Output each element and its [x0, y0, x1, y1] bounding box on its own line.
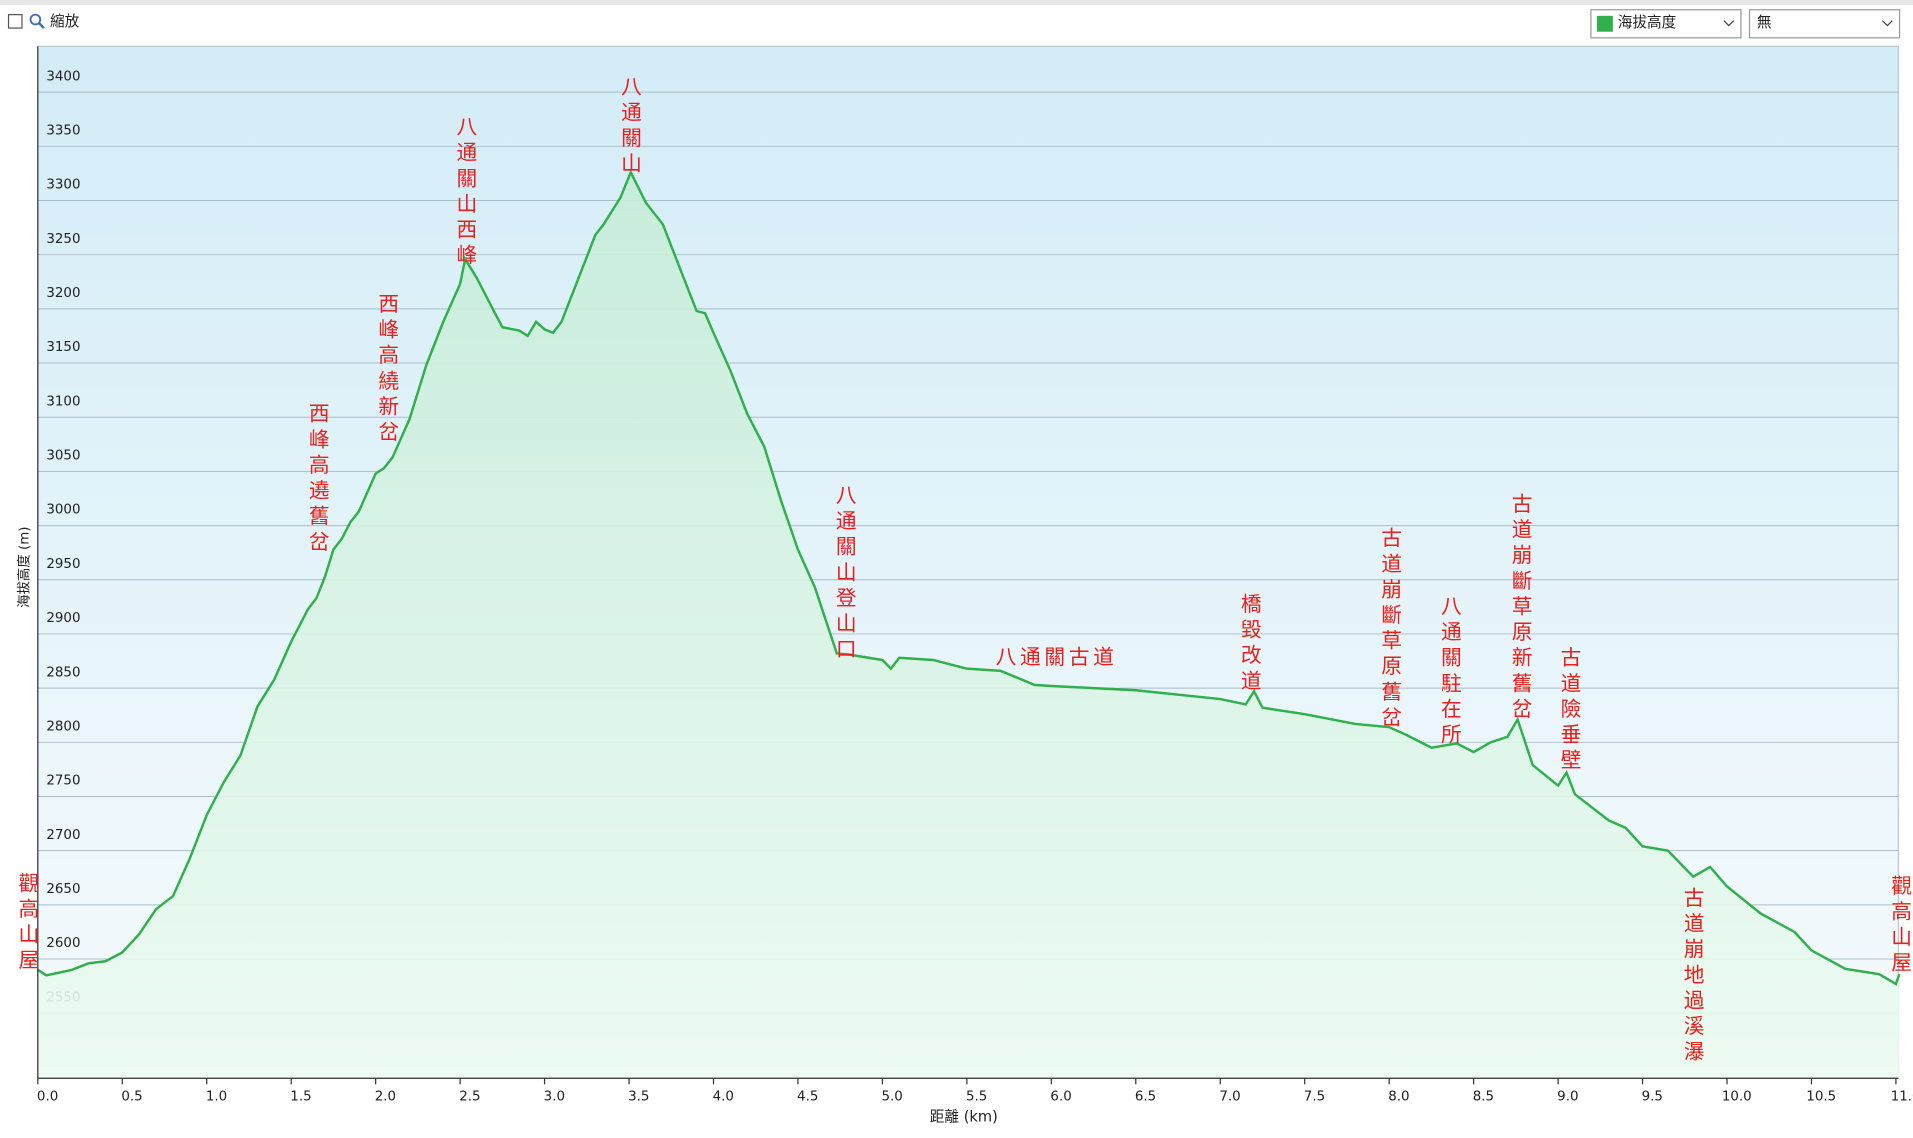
magnifier-icon — [38, 22, 45, 29]
x-tick-label: 4.0 — [713, 1090, 734, 1105]
elevation-area — [37, 172, 1900, 1079]
x-tick-label: 11.0 — [1891, 1090, 1913, 1105]
annotation: 觀高山屋 — [1888, 875, 1912, 977]
x-tick-label: 7.5 — [1304, 1090, 1325, 1105]
x-tick-label: 0.0 — [37, 1090, 58, 1105]
y-tick-label: 2850 — [46, 665, 80, 680]
series-swatch — [1597, 15, 1613, 32]
dropdown-arrow — [1723, 20, 1735, 27]
y-tick-label: 2800 — [46, 719, 80, 734]
y-tick-label: 2750 — [46, 774, 80, 789]
annotation: 八通關古道 — [996, 645, 1118, 669]
x-tick-label: 4.5 — [797, 1090, 818, 1105]
y-tick-label: 3000 — [46, 503, 80, 518]
annotation: 西峰高遶舊岔 — [305, 403, 329, 557]
y-tick-label: 3400 — [46, 69, 80, 84]
dropdown-arrow — [1882, 20, 1893, 27]
y-tick-label: 3200 — [46, 286, 80, 301]
x-tick-label: 6.0 — [1050, 1090, 1071, 1105]
x-tick-label: 6.5 — [1135, 1090, 1156, 1105]
x-tick-label: 3.5 — [628, 1090, 649, 1105]
y-axis-label: 海拔高度 (m) — [15, 526, 32, 607]
annotation: 觀高山屋 — [15, 872, 39, 974]
series-dropdown[interactable] — [1590, 9, 1742, 39]
annotation: 西峰高繞新岔 — [375, 293, 399, 447]
x-tick-label: 0.5 — [121, 1090, 142, 1105]
secondary-dropdown[interactable] — [1748, 9, 1901, 39]
x-tick-label: 1.0 — [206, 1090, 227, 1105]
x-tick-label: 8.0 — [1388, 1090, 1409, 1105]
y-tick-label: 2600 — [46, 936, 80, 951]
annotation: 八通關山登山口 — [832, 484, 856, 663]
zoom-label[interactable]: 縮放 — [50, 13, 80, 30]
y-tick-label: 3250 — [46, 232, 80, 247]
secondary-dropdown-label[interactable]: 無 — [1757, 14, 1772, 31]
x-axis-label: 距離 (km) — [930, 1107, 998, 1125]
annotation: 橋毀改道 — [1237, 593, 1261, 695]
y-tick-label: 2650 — [46, 882, 80, 897]
series-dropdown-label[interactable]: 海拔高度 — [1618, 14, 1677, 31]
top-edge — [0, 0, 1913, 5]
y-tick-label: 3050 — [46, 449, 80, 464]
y-tick-label: 3150 — [46, 340, 80, 355]
x-tick-label: 5.0 — [882, 1090, 903, 1105]
y-tick-label: 3350 — [46, 123, 80, 138]
y-tick-label: 2700 — [46, 828, 80, 843]
magnifier-icon — [29, 13, 42, 26]
annotation: 古道崩地過溪瀑 — [1680, 887, 1704, 1066]
annotation: 八通關駐在所 — [1437, 595, 1461, 749]
y-tick-label: 2900 — [46, 611, 80, 626]
x-tick-label: 7.0 — [1219, 1090, 1240, 1105]
x-tick-label: 9.5 — [1642, 1090, 1663, 1105]
x-tick-label: 10.0 — [1722, 1090, 1752, 1105]
annotation: 古道險垂壁 — [1557, 646, 1581, 774]
x-tick-label: 10.5 — [1806, 1090, 1836, 1105]
annotation: 八通關山 — [618, 76, 642, 178]
x-tick-label: 5.5 — [966, 1090, 987, 1105]
y-tick-label: 3100 — [46, 394, 80, 409]
y-tick-label: 3300 — [46, 178, 80, 193]
x-tick-label: 8.5 — [1473, 1090, 1494, 1105]
x-tick-label: 9.0 — [1557, 1090, 1578, 1105]
annotation: 古道崩斷草原新舊岔 — [1508, 493, 1532, 723]
x-tick-label: 2.5 — [459, 1090, 480, 1105]
annotation: 八通關山西峰 — [453, 116, 477, 270]
annotation: 古道崩斷草原舊岔 — [1378, 527, 1402, 732]
elevation-line — [37, 169, 1901, 986]
y-tick-label: 2950 — [46, 557, 80, 572]
x-tick-label: 2.0 — [375, 1090, 396, 1105]
zoom-checkbox[interactable] — [7, 14, 23, 29]
x-tick-label: 1.5 — [290, 1090, 311, 1105]
x-tick-label: 3.0 — [544, 1090, 565, 1105]
